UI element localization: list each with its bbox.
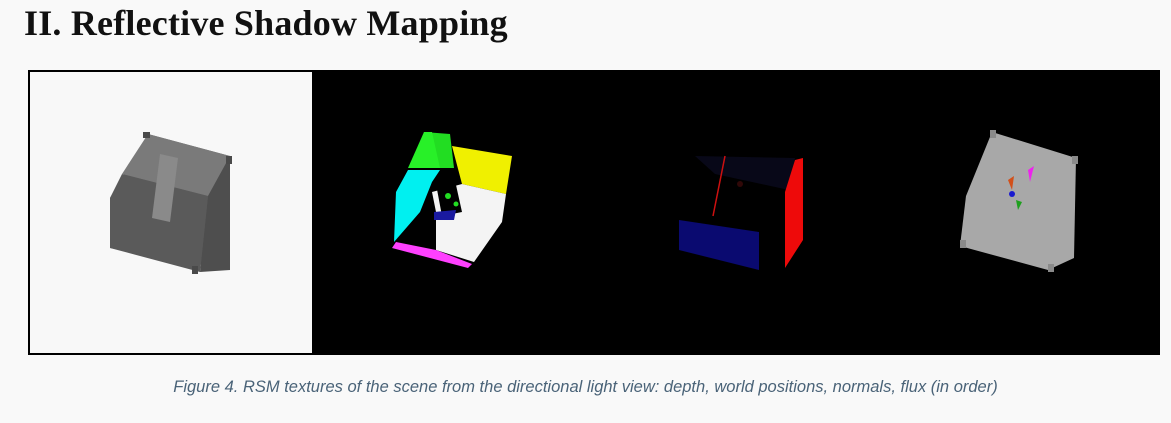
world-positions-image <box>312 72 595 353</box>
flux-image <box>878 72 1158 353</box>
depth-image <box>30 72 312 353</box>
rsm-figure <box>28 70 1160 355</box>
normals-texture-panel <box>595 72 878 353</box>
world-positions-texture-panel <box>312 72 595 353</box>
flux-texture-panel <box>878 72 1158 353</box>
normals-image <box>595 72 878 353</box>
depth-texture-panel <box>30 72 312 353</box>
figure-caption: Figure 4. RSM textures of the scene from… <box>173 378 998 396</box>
section-heading: II. Reflective Shadow Mapping <box>24 3 508 43</box>
